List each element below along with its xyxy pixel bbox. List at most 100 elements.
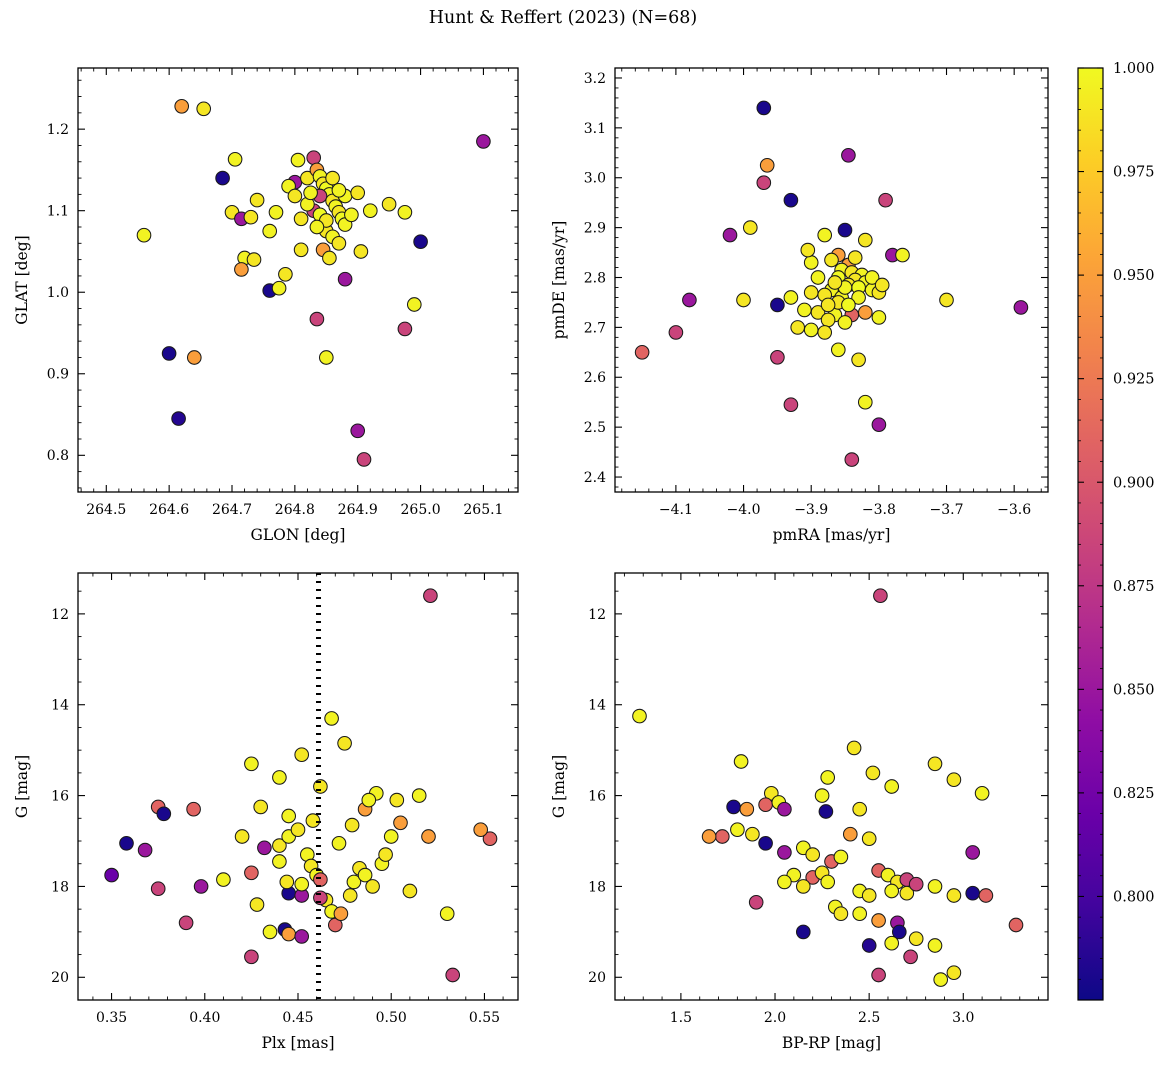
panel-plx-g: 0.35 0.40 0.45 0.50 0.55 12 14 16 18 20 Plx [mas] G… xyxy=(13,572,519,1052)
data-point xyxy=(803,255,819,270)
data-point xyxy=(842,826,858,842)
data-point xyxy=(668,325,684,340)
data-point xyxy=(381,196,397,212)
data-point xyxy=(730,822,745,838)
data-point xyxy=(344,207,359,223)
tick-label: 18 xyxy=(588,879,606,895)
data-point xyxy=(227,151,243,167)
data-point xyxy=(927,938,943,953)
colorbar-gradient xyxy=(1077,67,1104,1001)
data-point xyxy=(389,792,405,808)
data-point xyxy=(978,888,994,903)
data-point xyxy=(272,838,287,853)
data-point xyxy=(353,244,369,259)
axes-frame xyxy=(614,67,1049,493)
tick-label: 0.875 xyxy=(1113,579,1155,595)
data-point xyxy=(445,967,461,983)
tick-label: 2.8 xyxy=(584,270,606,286)
tick-label: −4.1 xyxy=(659,502,693,518)
tick-label: −3.9 xyxy=(794,502,828,518)
data-point xyxy=(861,888,877,903)
tick-label: 2.9 xyxy=(584,221,606,237)
data-point xyxy=(150,881,166,897)
data-point xyxy=(249,192,265,208)
data-point xyxy=(342,888,358,903)
data-point xyxy=(800,242,816,258)
data-point xyxy=(294,747,310,763)
data-point xyxy=(253,799,269,815)
data-point xyxy=(482,831,498,847)
data-point xyxy=(742,220,758,235)
data-point xyxy=(841,297,856,313)
panel-pmra-pmde: −4.1 −4.0 −3.9 −3.8 −3.7 −3.6 2.4 2.5 2.6 2.7 2.8 2… xyxy=(550,67,1049,544)
data-point xyxy=(790,320,806,335)
data-point xyxy=(817,227,833,243)
data-point xyxy=(770,297,785,313)
tick-label: 20 xyxy=(51,970,69,986)
axis-ticks: −4.1 −4.0 −3.9 −3.8 −3.7 −3.6 2.4 2.5 2.6 2.7 2.8 2… xyxy=(584,67,1048,518)
data-point xyxy=(290,822,306,838)
data-point xyxy=(864,270,880,285)
data-point xyxy=(783,397,799,413)
data-point xyxy=(871,913,886,928)
data-point xyxy=(865,765,881,781)
data-point xyxy=(331,835,347,851)
data-point xyxy=(946,772,962,788)
data-point xyxy=(795,879,811,894)
data-point xyxy=(406,297,422,312)
tick-label: −3.6 xyxy=(997,502,1031,518)
data-point xyxy=(156,806,172,822)
data-point xyxy=(946,888,962,903)
tick-label: 14 xyxy=(51,698,69,714)
data-point xyxy=(783,192,799,208)
tick-label: 0.9 xyxy=(47,367,69,383)
tick-label: 3.2 xyxy=(584,71,606,87)
data-point xyxy=(927,879,943,894)
data-point xyxy=(257,840,272,856)
tick-label: 2.6 xyxy=(584,370,606,386)
data-point xyxy=(136,227,152,243)
data-point xyxy=(1013,300,1029,315)
data-point xyxy=(393,815,408,831)
data-point xyxy=(777,874,792,890)
tick-label: 0.800 xyxy=(1113,890,1155,906)
data-point xyxy=(186,801,201,817)
data-point xyxy=(306,150,322,166)
colorbar: 1.000 0.975 0.950 0.925 0.900 0.875 0.850 0.825… xyxy=(1077,61,1155,1001)
data-point xyxy=(161,346,177,361)
data-point xyxy=(423,588,438,604)
data-point xyxy=(243,209,259,225)
data-point xyxy=(244,756,259,772)
data-point xyxy=(397,321,413,337)
tick-label: 264.9 xyxy=(338,502,378,518)
data-point xyxy=(178,915,194,931)
tick-label: 20 xyxy=(588,970,606,986)
x-axis-label: BP-RP [mag] xyxy=(782,1034,881,1052)
data-point xyxy=(333,906,349,922)
data-point xyxy=(946,965,962,981)
data-point xyxy=(476,134,491,149)
data-point xyxy=(305,813,321,828)
data-point xyxy=(271,280,287,296)
data-point xyxy=(833,849,849,865)
data-point xyxy=(293,211,309,227)
data-point xyxy=(878,192,893,208)
data-point xyxy=(777,801,792,817)
data-point xyxy=(324,711,339,726)
scatter-points xyxy=(136,98,491,467)
data-point xyxy=(851,352,866,368)
data-point xyxy=(290,152,306,168)
tick-label: 0.850 xyxy=(1113,682,1155,698)
data-point xyxy=(820,297,836,313)
data-point xyxy=(279,874,295,890)
scatter-points xyxy=(632,588,1024,987)
tick-label: 0.925 xyxy=(1113,372,1155,388)
data-point xyxy=(378,847,393,862)
data-point xyxy=(272,854,287,869)
data-point xyxy=(278,266,293,282)
data-point xyxy=(722,227,738,243)
tick-label: 265.1 xyxy=(463,502,503,518)
data-point xyxy=(824,252,839,268)
data-point xyxy=(805,847,821,862)
